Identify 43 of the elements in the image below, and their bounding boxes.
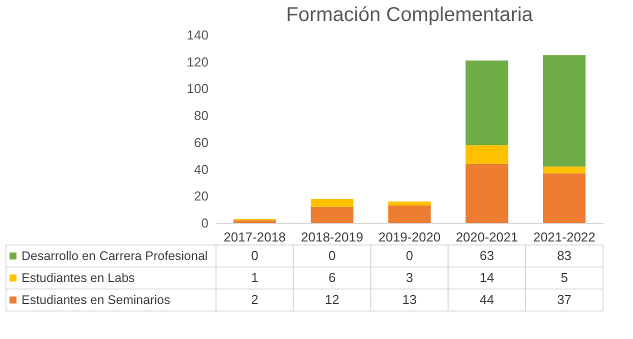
bar (388, 202, 431, 206)
data-label: 14 (480, 270, 494, 285)
legend-label: Estudiantes en Labs (22, 271, 135, 285)
x-tick-label: 2020-2021 (456, 230, 518, 244)
data-label: 0 (406, 248, 414, 263)
bar (543, 55, 586, 167)
y-tick-label: 20 (194, 188, 208, 204)
y-tick-label: 100 (186, 81, 208, 96)
bar (466, 164, 508, 223)
data-label: 13 (402, 292, 417, 307)
bar (233, 220, 276, 223)
data-label: 83 (557, 248, 572, 263)
y-tick-label: 0 (201, 216, 208, 230)
y-tick-label: 120 (186, 54, 208, 70)
legend-label: Desarrollo en Carrera Profesional (22, 249, 208, 263)
data-label: 63 (480, 248, 494, 263)
y-tick-label: 80 (194, 108, 208, 124)
y-tick-label: 60 (194, 134, 208, 150)
data-label: 44 (480, 292, 494, 307)
x-tick-label: 2018-2019 (301, 230, 364, 244)
y-tick-label: 140 (186, 28, 208, 42)
x-tick-label: 2019-2020 (378, 230, 441, 244)
data-label: 37 (557, 292, 572, 307)
x-tick-label: 2017-2018 (224, 230, 286, 244)
y-tick-label: 40 (194, 162, 208, 177)
data-label: 6 (328, 270, 336, 285)
data-label: 5 (560, 270, 568, 285)
bar (543, 173, 586, 223)
data-label: 0 (328, 248, 336, 263)
data-label: 12 (324, 292, 340, 307)
bar (310, 198, 354, 207)
data-label: 2 (251, 292, 258, 307)
data-label: 3 (406, 270, 414, 285)
bar (388, 206, 431, 223)
bar (543, 166, 586, 174)
data-label: 1 (251, 270, 258, 285)
bar (466, 60, 508, 146)
data-label: 0 (251, 248, 258, 263)
legend-label: Estudiantes en Seminarios (22, 293, 170, 307)
x-tick-label: 2021-2022 (533, 230, 596, 244)
chart-title: Formación Complementaria (286, 4, 534, 26)
bar (310, 206, 354, 223)
bar (466, 145, 508, 164)
